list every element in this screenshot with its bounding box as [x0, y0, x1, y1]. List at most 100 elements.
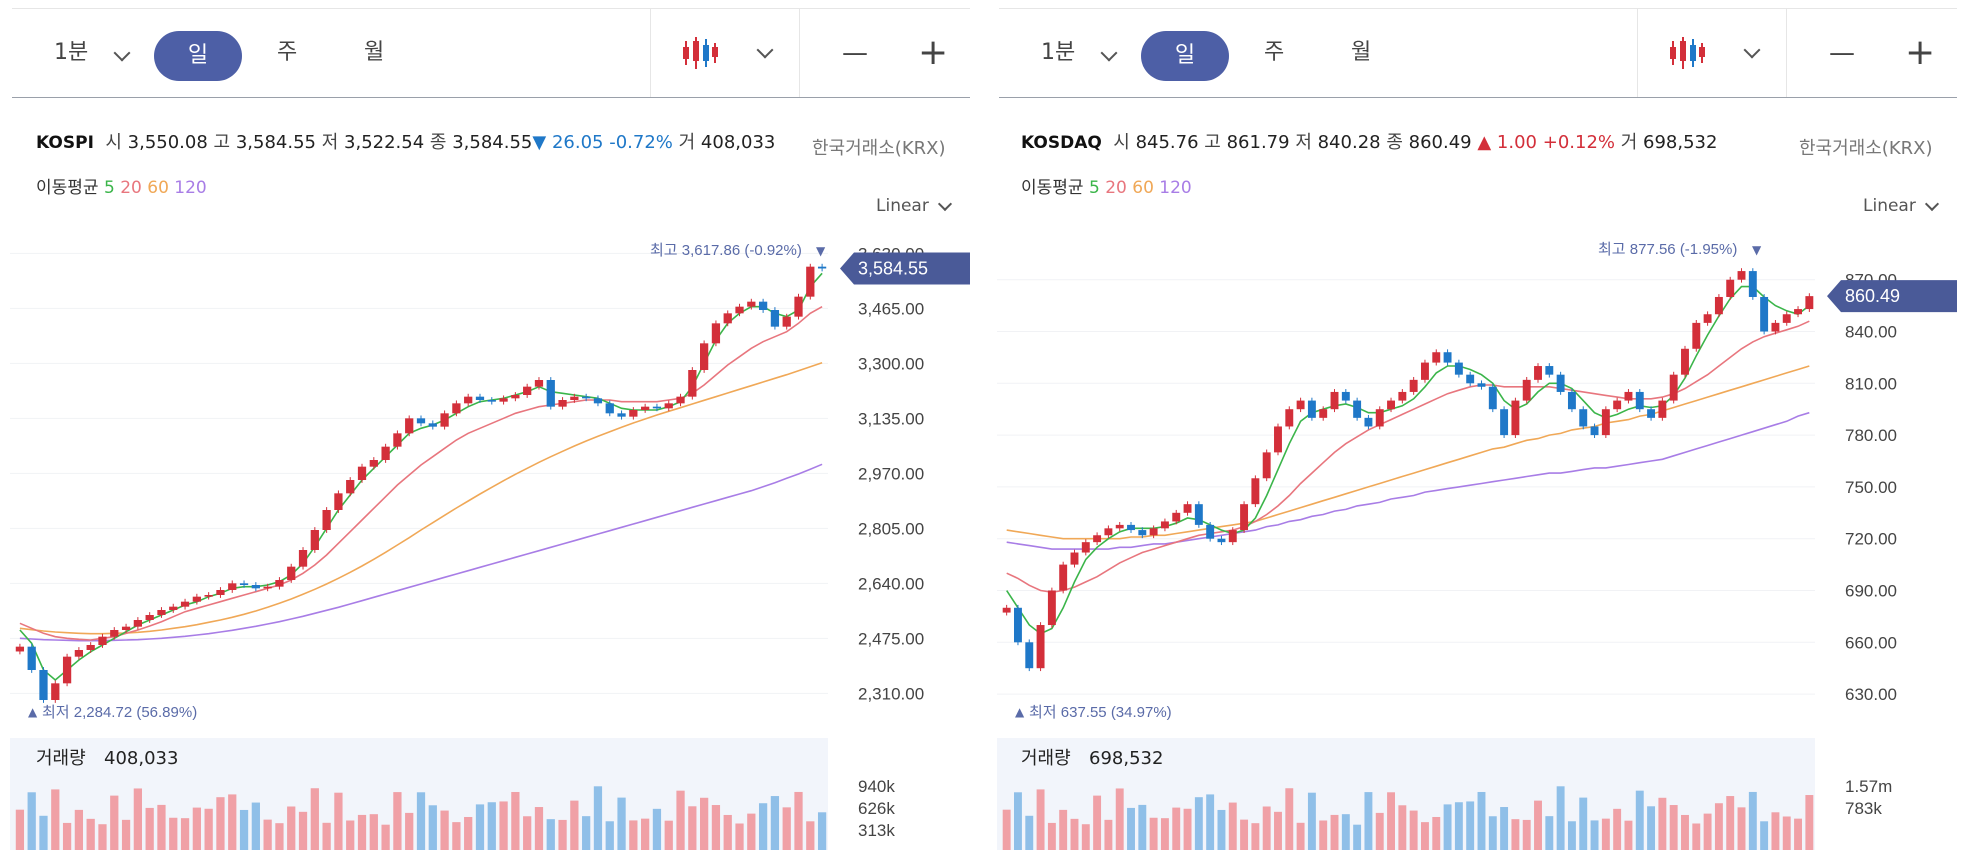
candle	[723, 313, 732, 324]
volume-bar	[1737, 807, 1746, 850]
candle	[1353, 400, 1362, 418]
tab-month[interactable]: 월	[364, 40, 385, 65]
tab-day[interactable]: 일	[1141, 31, 1229, 81]
change-value: 1.00	[1496, 132, 1537, 153]
volume-bar	[1217, 809, 1226, 850]
kosdaq-plot-area[interactable]: 870.00840.00810.00780.00750.00720.00690.…	[987, 0, 1959, 856]
candle	[1047, 590, 1056, 626]
high-marker-icon: ▼	[816, 244, 826, 258]
candle	[86, 645, 95, 650]
candle	[558, 400, 567, 407]
tab-week[interactable]: 주	[1264, 40, 1285, 65]
candle	[1466, 374, 1475, 384]
y-tick-label: 810.00	[1845, 374, 1897, 393]
candle	[1714, 296, 1723, 315]
volume-bar	[1432, 816, 1441, 850]
volume-header-value: 698,532	[1089, 748, 1163, 769]
candle	[1805, 296, 1814, 310]
volume-bar	[794, 791, 803, 850]
candle	[110, 630, 119, 637]
close-value: 3,584.55	[452, 132, 533, 153]
candle	[1782, 314, 1791, 323]
candle	[546, 380, 555, 407]
volume-bar	[145, 807, 154, 850]
candle	[27, 646, 36, 670]
candle	[593, 398, 603, 404]
candle	[1138, 530, 1147, 536]
kospi-plot-area[interactable]: 3,630.003,465.003,300.003,135.002,970.00…	[0, 0, 972, 856]
high-value: 861.79	[1226, 132, 1290, 153]
tab-week[interactable]: 주	[277, 40, 298, 65]
volume-header-value: 408,033	[104, 748, 178, 769]
volume-label: 거	[1620, 132, 1638, 153]
volume-bar	[1522, 819, 1531, 850]
candle	[570, 396, 579, 400]
interval-1min-button[interactable]: 1분	[1041, 40, 1076, 65]
candle	[216, 590, 225, 595]
zoom-in-button[interactable]: +	[1905, 32, 1936, 73]
interval-1min-button[interactable]: 1분	[54, 40, 89, 65]
candlestick-icon[interactable]	[680, 35, 720, 71]
candle	[1432, 352, 1441, 363]
period-high-label: 최고 877.56 (-1.95%)	[1598, 241, 1737, 258]
candle	[145, 615, 154, 620]
volume-bar	[416, 792, 426, 850]
candle	[1296, 400, 1305, 410]
volume-bar	[747, 813, 756, 850]
volume-bar	[1115, 788, 1124, 850]
zoom-out-button[interactable]: —	[1829, 38, 1855, 68]
candle	[1081, 542, 1090, 553]
volume-bar	[1726, 796, 1735, 850]
volume-bar	[1059, 809, 1068, 850]
chart-toolbar: 1분 일 주 월 — +	[999, 8, 1957, 98]
candle	[1104, 528, 1113, 536]
candle	[15, 646, 25, 652]
y-tick-label: 750.00	[1845, 478, 1897, 497]
candle	[1669, 374, 1678, 401]
period-low-label: 최저 637.55 (34.97%)	[1029, 704, 1172, 721]
volume-bar	[806, 821, 815, 850]
candle	[475, 396, 485, 400]
scale-selector[interactable]: Linear	[1863, 196, 1940, 216]
tab-day[interactable]: 일	[154, 31, 242, 81]
candle	[523, 386, 532, 395]
candle	[747, 301, 756, 307]
high-value: 3,584.55	[235, 132, 316, 153]
candlestick-icon[interactable]	[1667, 35, 1707, 71]
volume-bar	[1307, 792, 1316, 850]
candle	[700, 343, 709, 370]
volume-bar	[157, 804, 166, 850]
candle	[464, 396, 473, 404]
ma120-legend: 120	[1159, 178, 1192, 198]
volume-bar	[1624, 820, 1633, 850]
toolbar-divider	[799, 9, 800, 97]
volume-bar	[452, 822, 461, 850]
candle	[1556, 374, 1565, 392]
y-tick-label: 840.00	[1845, 323, 1897, 342]
close-label: 종	[429, 132, 447, 153]
zoom-out-button[interactable]: —	[842, 38, 868, 68]
candle	[1240, 504, 1249, 531]
zoom-in-button[interactable]: +	[918, 32, 949, 73]
candle	[1330, 391, 1339, 410]
candle	[735, 306, 744, 314]
scale-selector[interactable]: Linear	[876, 196, 953, 216]
volume-bar	[239, 809, 249, 850]
volume-bar	[593, 786, 603, 850]
candle	[1409, 379, 1418, 392]
volume-bar	[758, 803, 768, 850]
change-value: 26.05	[551, 132, 604, 153]
candle	[1172, 512, 1181, 522]
candle	[652, 406, 662, 409]
tab-month[interactable]: 월	[1351, 40, 1372, 65]
candle	[1658, 400, 1667, 418]
volume-bar	[1262, 806, 1271, 850]
volume-bar	[1567, 821, 1576, 850]
volume-bar	[1579, 797, 1588, 850]
y-tick-label: 3,135.00	[858, 409, 924, 428]
volume-bar	[711, 805, 721, 850]
candle	[1206, 524, 1215, 539]
y-tick-label: 660.00	[1845, 633, 1897, 652]
volume-bar	[1025, 815, 1034, 850]
candle	[1579, 409, 1588, 427]
